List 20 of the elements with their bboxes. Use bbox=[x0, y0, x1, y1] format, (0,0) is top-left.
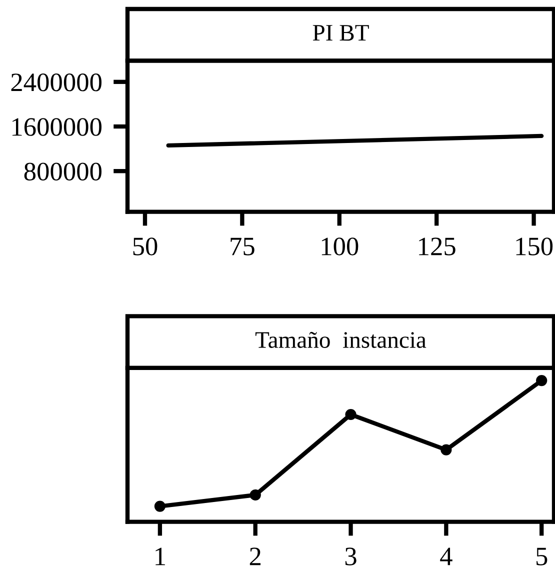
x-tick-label: 75 bbox=[230, 238, 254, 256]
x-tick-label: 100 bbox=[322, 238, 358, 256]
y-tick-label: 2400000 bbox=[11, 73, 102, 92]
x-tick-label: 150 bbox=[516, 238, 553, 256]
x-tick-label: 1 bbox=[156, 548, 165, 566]
chart-title: PI BT bbox=[312, 25, 369, 41]
chart-title: Tamaño instancia bbox=[255, 332, 426, 348]
x-tick-label: 2 bbox=[250, 548, 260, 566]
x-tick-label: 125 bbox=[419, 238, 456, 256]
point bbox=[536, 375, 548, 386]
point bbox=[154, 500, 166, 512]
point bbox=[250, 489, 261, 501]
x-tick-label: 50 bbox=[133, 238, 158, 256]
x-tick-label: 5 bbox=[536, 548, 548, 566]
y-tick-label: 1600000 bbox=[12, 118, 102, 136]
point bbox=[345, 408, 356, 420]
point bbox=[440, 444, 452, 456]
x-tick-label: 3 bbox=[345, 548, 356, 566]
y-tick-label: 800000 bbox=[24, 162, 102, 181]
x-tick-label: 4 bbox=[440, 548, 452, 566]
